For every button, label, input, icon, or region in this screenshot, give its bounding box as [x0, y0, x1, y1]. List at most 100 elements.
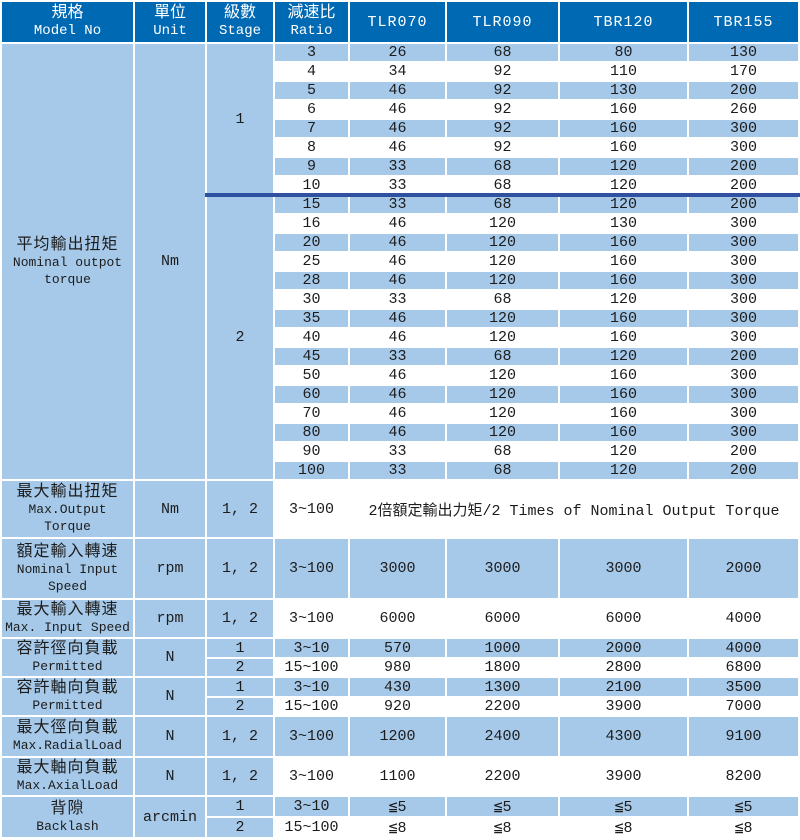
stage-cell: 1 — [207, 639, 273, 657]
value-cell: 300 — [689, 424, 798, 441]
value-cell: 33 — [350, 196, 445, 213]
value-cell: 6000 — [447, 600, 558, 637]
value-cell: 300 — [689, 139, 798, 156]
stage-cell: 1 — [207, 678, 273, 696]
unit-cell: N — [135, 758, 205, 795]
ratio-row: 16 46 120 130 300 — [2, 215, 798, 232]
column-header-tlr070: TLR070 — [350, 2, 445, 42]
stage-cell: 1 — [207, 44, 273, 194]
value-cell: 200 — [689, 348, 798, 365]
value-cell: 120 — [447, 253, 558, 270]
stage-cell: 2 — [207, 818, 273, 837]
value-cell: 120 — [447, 310, 558, 327]
value-cell: 4000 — [689, 639, 798, 657]
header-unit-zh: 單位 — [153, 4, 186, 22]
ratio-cell: 7 — [275, 120, 348, 137]
ratio-cell: 15 — [275, 196, 348, 213]
value-cell: 120 — [560, 177, 687, 194]
value-cell: 46 — [350, 120, 445, 137]
ratio-row: 45 33 68 120 200 — [2, 348, 798, 365]
value-cell: 1800 — [447, 659, 558, 676]
value-cell: 92 — [447, 120, 558, 137]
unit-cell: rpm — [135, 539, 205, 598]
unit-cell: Nm — [135, 44, 205, 479]
ratio-row: 10 33 68 120 200 — [2, 177, 798, 194]
ratio-cell: 45 — [275, 348, 348, 365]
ratio-cell: 40 — [275, 329, 348, 346]
ratio-row: 2 15 33 68 120 200 — [2, 196, 798, 479]
ratio-row: 90 33 68 120 200 — [2, 443, 798, 460]
ratio-cell: 15~100 — [275, 818, 348, 837]
value-cell: 3900 — [560, 758, 687, 795]
ratio-cell: 16 — [275, 215, 348, 232]
header-spec-en: Model No — [33, 23, 102, 40]
column-header-ratio: 減速比 Ratio — [275, 2, 348, 42]
row-backlash-stage1: 背隙 Backlash arcmin 1 3~10 ≦5 ≦5 ≦5 ≦5 — [2, 797, 798, 837]
ratio-cell: 20 — [275, 234, 348, 251]
value-cell: 160 — [560, 424, 687, 441]
value-cell: 46 — [350, 272, 445, 289]
ratio-row: 平均輸出扭矩 Nominal outpot torque Nm 1 3 26 68 80 130 — [2, 44, 798, 479]
value-cell: ≦5 — [689, 797, 798, 816]
unit-cell: arcmin — [135, 797, 205, 837]
value-cell: 46 — [350, 367, 445, 384]
value-cell: 6800 — [689, 659, 798, 676]
value-cell: ≦8 — [689, 818, 798, 837]
value-cell: 120 — [447, 405, 558, 422]
ratio-cell: 70 — [275, 405, 348, 422]
value-cell: 1200 — [350, 717, 445, 756]
value-cell: 200 — [689, 443, 798, 460]
value-cell: 46 — [350, 82, 445, 99]
value-cell: 160 — [560, 405, 687, 422]
value-cell: 92 — [447, 63, 558, 80]
column-header-stage: 級數 Stage — [207, 2, 273, 42]
value-cell: 9100 — [689, 717, 798, 756]
value-cell: 68 — [447, 177, 558, 194]
value-cell: 120 — [447, 234, 558, 251]
column-header-tlr090: TLR090 — [447, 2, 558, 42]
ratio-row: 70 46 120 160 300 — [2, 405, 798, 422]
unit-cell: rpm — [135, 600, 205, 637]
value-cell: 160 — [560, 139, 687, 156]
ratio-row: 8 46 92 160 300 — [2, 139, 798, 156]
value-cell: 26 — [350, 44, 445, 61]
value-cell: 170 — [689, 63, 798, 80]
header-ratio-zh: 減速比 — [287, 4, 336, 22]
row-max-axial-load: 最大軸向負載 Max.AxialLoad N 1, 2 3~100 1100 2… — [2, 758, 798, 795]
value-cell: 92 — [447, 82, 558, 99]
row-label-zh: 平均輸出扭矩 — [16, 235, 119, 254]
header-ratio-en: Ratio — [290, 23, 333, 40]
value-cell: 120 — [560, 348, 687, 365]
value-cell: 4000 — [689, 600, 798, 637]
value-cell: 160 — [560, 367, 687, 384]
value-cell: 260 — [689, 101, 798, 118]
value-cell: ≦8 — [350, 818, 445, 837]
row-permitted-axial-load-stage1: 容許軸向負載 Permitted N 1 3~10 430 1300 2100 … — [2, 678, 798, 715]
row-label-permitted-radial-load: 容許徑向負載 Permitted — [2, 639, 133, 676]
row-label-max-radial-load: 最大徑向負載 Max.RadialLoad — [2, 717, 133, 756]
value-cell: 570 — [350, 639, 445, 657]
value-cell: ≦5 — [560, 797, 687, 816]
stage-cell: 1, 2 — [207, 600, 273, 637]
unit-cell: N — [135, 678, 205, 715]
row-label-max-output-torque: 最大輸出扭矩 Max.Output Torque — [2, 481, 133, 537]
ratio-cell: 15~100 — [275, 659, 348, 676]
value-cell: 33 — [350, 177, 445, 194]
row-permitted-radial-load-stage2: 2 15~100 980 1800 2800 6800 — [2, 659, 798, 676]
unit-cell: N — [135, 717, 205, 756]
value-cell: 46 — [350, 310, 445, 327]
stage-cell: 2 — [207, 196, 273, 479]
value-cell: 3000 — [560, 539, 687, 598]
value-cell: 6000 — [560, 600, 687, 637]
value-cell: ≦5 — [350, 797, 445, 816]
stage-cell: 1, 2 — [207, 481, 273, 537]
value-cell: 1100 — [350, 758, 445, 795]
value-cell: 160 — [560, 101, 687, 118]
row-max-radial-load: 最大徑向負載 Max.RadialLoad N 1, 2 3~100 1200 … — [2, 717, 798, 756]
row-backlash-stage2: 2 15~100 ≦8 ≦8 ≦8 ≦8 — [2, 818, 798, 837]
value-cell: 430 — [350, 678, 445, 696]
value-cell: 46 — [350, 234, 445, 251]
value-cell: 130 — [689, 44, 798, 61]
